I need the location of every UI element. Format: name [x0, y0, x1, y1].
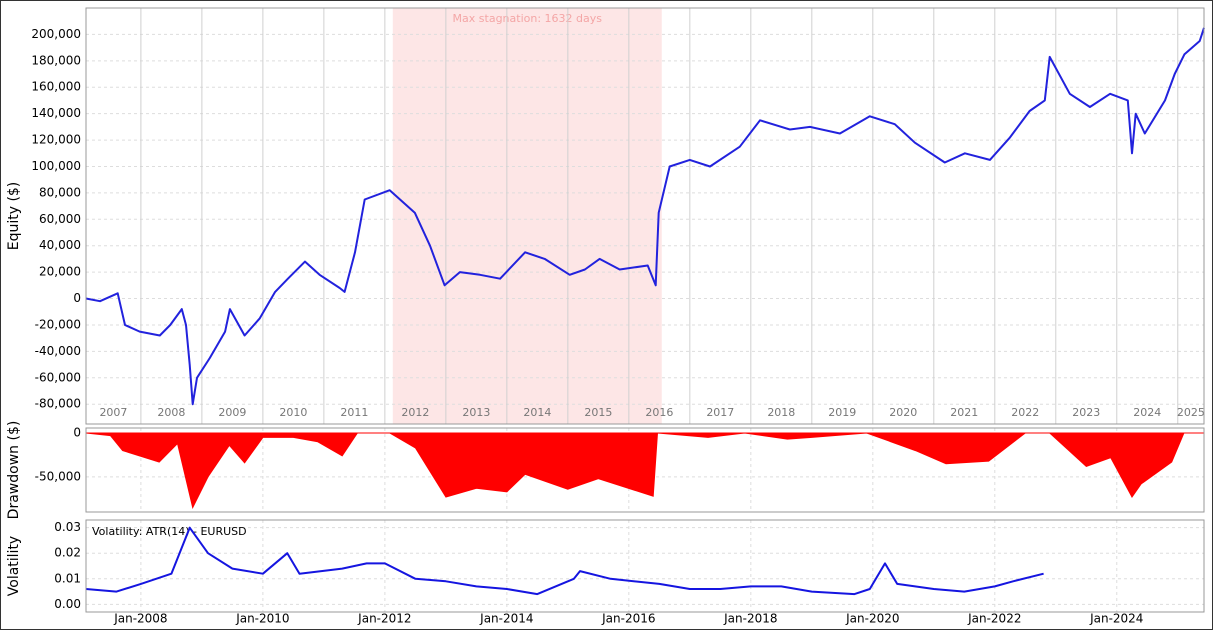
y-axis-label: Equity ($) [6, 182, 22, 251]
x-tick-label: Jan-2016 [601, 612, 655, 626]
plot-border [85, 519, 1205, 613]
y-tick-label: 60,000 [39, 212, 81, 226]
x-tick-label: Jan-2008 [113, 612, 167, 626]
y-tick-label: -20,000 [35, 317, 81, 331]
year-label: 2022 [1011, 406, 1039, 419]
highlight-band [392, 8, 662, 424]
x-tick-label: Jan-2010 [235, 612, 289, 626]
x-tick-label: Jan-2022 [967, 612, 1021, 626]
y-tick-label: 0 [73, 291, 81, 305]
y-tick-label: -40,000 [35, 344, 81, 358]
y-tick-label: 100,000 [31, 159, 81, 173]
year-label: 2018 [767, 406, 795, 419]
year-label: 2017 [706, 406, 734, 419]
year-label: 2021 [950, 406, 978, 419]
y-tick-label: -80,000 [35, 397, 81, 411]
y-tick-label: 0.02 [54, 546, 81, 560]
year-label: 2025 [1177, 406, 1205, 419]
y-tick-label: 0.03 [54, 520, 81, 534]
year-label: 2024 [1133, 406, 1161, 419]
annotation: Volatility: ATR(14) - EURUSD [92, 525, 247, 538]
x-tick-label: Jan-2020 [845, 612, 899, 626]
y-tick-label: 160,000 [31, 80, 81, 94]
x-tick-label: Jan-2014 [479, 612, 533, 626]
year-label: 2015 [584, 406, 612, 419]
year-label: 2013 [462, 406, 490, 419]
y-tick-label: 40,000 [39, 238, 81, 252]
highlight-label: Max stagnation: 1632 days [453, 12, 603, 25]
series-line [85, 27, 1205, 406]
y-tick-label: 0.00 [54, 597, 81, 611]
y-tick-label: 140,000 [31, 106, 81, 120]
year-label: 2011 [340, 406, 368, 419]
year-label: 2008 [157, 406, 185, 419]
y-axis-label: Volatility [6, 536, 22, 596]
year-label: 2009 [218, 406, 246, 419]
plot-border [85, 427, 1205, 513]
x-tick-label: Jan-2024 [1089, 612, 1143, 626]
year-label: 2014 [523, 406, 551, 419]
y-tick-label: 180,000 [31, 53, 81, 67]
plot-area [85, 519, 1205, 613]
y-tick-label: -60,000 [35, 370, 81, 384]
x-tick-label: Jan-2018 [723, 612, 777, 626]
x-tick-label: Jan-2012 [357, 612, 411, 626]
year-label: 2019 [828, 406, 856, 419]
year-label: 2016 [645, 406, 673, 419]
year-label: 2007 [99, 406, 127, 419]
y-tick-label: 80,000 [39, 185, 81, 199]
year-label: 2023 [1072, 406, 1100, 419]
year-label: 2012 [401, 406, 429, 419]
plot-border [85, 7, 1205, 425]
year-label: 2020 [889, 406, 917, 419]
y-tick-label: 200,000 [31, 27, 81, 41]
y-tick-label: 20,000 [39, 265, 81, 279]
year-label: 2010 [279, 406, 307, 419]
series-line [85, 526, 1044, 596]
series-area [85, 432, 1205, 510]
y-tick-label: 0.01 [54, 571, 81, 585]
y-tick-label: -50,000 [35, 469, 81, 483]
y-axis-label: Drawdown ($) [6, 421, 22, 520]
y-tick-label: 120,000 [31, 133, 81, 147]
y-tick-label: 0 [73, 426, 81, 440]
